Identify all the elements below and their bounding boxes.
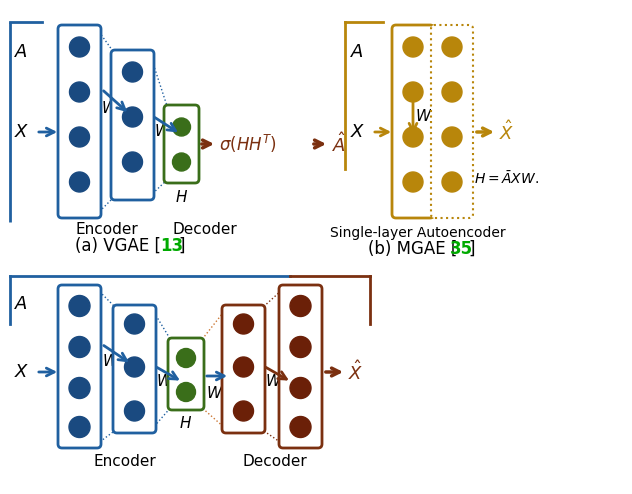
Circle shape (176, 348, 195, 368)
Text: $\sigma(HH^T)$: $\sigma(HH^T)$ (219, 133, 277, 155)
Text: $H$: $H$ (175, 189, 188, 205)
Circle shape (173, 153, 190, 171)
Circle shape (70, 37, 90, 57)
FancyBboxPatch shape (431, 25, 473, 218)
Circle shape (442, 82, 462, 102)
Text: 13: 13 (160, 237, 183, 255)
FancyBboxPatch shape (111, 50, 154, 200)
Text: $A$: $A$ (350, 43, 364, 61)
Text: $\hat{X}$: $\hat{X}$ (499, 120, 514, 144)
Circle shape (70, 172, 90, 192)
Text: $W_3$: $W_3$ (206, 385, 229, 403)
Text: ]: ] (178, 237, 185, 255)
Circle shape (173, 118, 190, 136)
Circle shape (123, 152, 142, 172)
Circle shape (69, 336, 90, 358)
Circle shape (442, 37, 462, 57)
Text: $W_2$: $W_2$ (156, 372, 179, 391)
Circle shape (403, 37, 423, 57)
Circle shape (233, 314, 253, 334)
FancyBboxPatch shape (279, 285, 322, 448)
Text: Single-layer Autoencoder: Single-layer Autoencoder (330, 226, 506, 240)
Circle shape (70, 82, 90, 102)
Circle shape (403, 82, 423, 102)
Text: $\hat{X}$: $\hat{X}$ (348, 360, 363, 384)
Text: $A$: $A$ (14, 43, 28, 61)
Text: $W_2$: $W_2$ (154, 123, 177, 141)
Text: $H = \bar{A}XW.$: $H = \bar{A}XW.$ (474, 170, 539, 187)
Circle shape (176, 382, 195, 402)
Text: ]: ] (468, 240, 475, 258)
Circle shape (70, 127, 90, 147)
Circle shape (290, 295, 311, 317)
Circle shape (442, 172, 462, 192)
Circle shape (125, 357, 145, 377)
Text: Decoder: Decoder (173, 222, 238, 237)
Text: $A$: $A$ (14, 295, 28, 313)
Text: $\hat{A}$: $\hat{A}$ (332, 132, 346, 156)
Text: Encoder: Encoder (94, 454, 156, 469)
FancyBboxPatch shape (222, 305, 265, 433)
Circle shape (69, 377, 90, 399)
Circle shape (290, 336, 311, 358)
Circle shape (123, 107, 142, 127)
Circle shape (290, 416, 311, 438)
Text: $H$: $H$ (179, 415, 193, 431)
Circle shape (69, 295, 90, 317)
Text: 35: 35 (450, 240, 473, 258)
Circle shape (233, 357, 253, 377)
FancyBboxPatch shape (392, 25, 434, 218)
Circle shape (403, 127, 423, 147)
Text: (a) VGAE [: (a) VGAE [ (75, 237, 161, 255)
Text: (b) MGAE [: (b) MGAE [ (368, 240, 458, 258)
Circle shape (442, 127, 462, 147)
FancyBboxPatch shape (164, 105, 199, 183)
Text: $X$: $X$ (350, 123, 365, 141)
FancyBboxPatch shape (58, 25, 101, 218)
Circle shape (290, 377, 311, 399)
Circle shape (123, 62, 142, 82)
Text: Decoder: Decoder (243, 454, 307, 469)
Text: $X$: $X$ (14, 123, 30, 141)
FancyBboxPatch shape (168, 338, 204, 410)
Circle shape (125, 401, 145, 421)
Text: Encoder: Encoder (76, 222, 138, 237)
Circle shape (69, 416, 90, 438)
Circle shape (233, 401, 253, 421)
Text: $W_1$: $W_1$ (101, 100, 124, 119)
FancyBboxPatch shape (58, 285, 101, 448)
FancyBboxPatch shape (113, 305, 156, 433)
Text: $W$: $W$ (415, 108, 432, 124)
Circle shape (125, 314, 145, 334)
Text: $X$: $X$ (14, 363, 30, 381)
Text: $W_4$: $W_4$ (265, 372, 288, 391)
Text: $W_1$: $W_1$ (102, 353, 125, 371)
Circle shape (403, 172, 423, 192)
